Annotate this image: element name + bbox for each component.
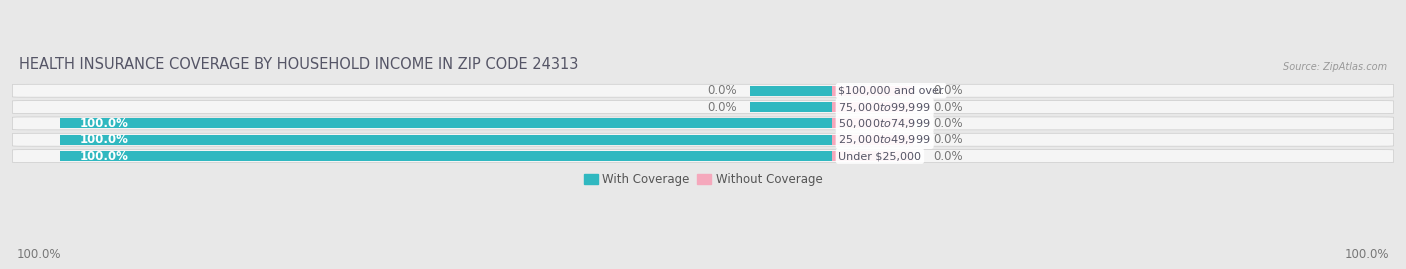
Text: 100.0%: 100.0% <box>17 248 62 261</box>
Text: $50,000 to $74,999: $50,000 to $74,999 <box>838 117 931 130</box>
Bar <box>751 102 832 112</box>
Text: 100.0%: 100.0% <box>1344 248 1389 261</box>
Bar <box>832 151 912 161</box>
FancyBboxPatch shape <box>13 101 1393 114</box>
Text: 0.0%: 0.0% <box>934 117 963 130</box>
Bar <box>832 86 912 96</box>
FancyBboxPatch shape <box>13 133 1393 146</box>
Text: $100,000 and over: $100,000 and over <box>838 86 943 96</box>
Bar <box>59 151 832 161</box>
Text: 0.0%: 0.0% <box>934 101 963 114</box>
FancyBboxPatch shape <box>13 117 1393 130</box>
Text: Under $25,000: Under $25,000 <box>838 151 921 161</box>
Text: 100.0%: 100.0% <box>80 133 129 146</box>
Text: $25,000 to $49,999: $25,000 to $49,999 <box>838 133 931 146</box>
Text: 100.0%: 100.0% <box>80 150 129 162</box>
Text: 0.0%: 0.0% <box>934 84 963 97</box>
Bar <box>59 135 832 145</box>
Text: 0.0%: 0.0% <box>707 84 737 97</box>
Text: HEALTH INSURANCE COVERAGE BY HOUSEHOLD INCOME IN ZIP CODE 24313: HEALTH INSURANCE COVERAGE BY HOUSEHOLD I… <box>20 57 578 72</box>
Bar <box>832 118 912 129</box>
Bar <box>832 135 912 145</box>
Bar <box>751 86 832 96</box>
FancyBboxPatch shape <box>13 150 1393 162</box>
Text: 0.0%: 0.0% <box>934 150 963 162</box>
FancyBboxPatch shape <box>13 84 1393 97</box>
Text: $75,000 to $99,999: $75,000 to $99,999 <box>838 101 931 114</box>
Bar <box>832 102 912 112</box>
Text: Source: ZipAtlas.com: Source: ZipAtlas.com <box>1282 62 1386 72</box>
Text: 0.0%: 0.0% <box>934 133 963 146</box>
Text: 0.0%: 0.0% <box>707 101 737 114</box>
Text: 100.0%: 100.0% <box>80 117 129 130</box>
Bar <box>59 118 832 129</box>
Legend: With Coverage, Without Coverage: With Coverage, Without Coverage <box>579 168 827 191</box>
